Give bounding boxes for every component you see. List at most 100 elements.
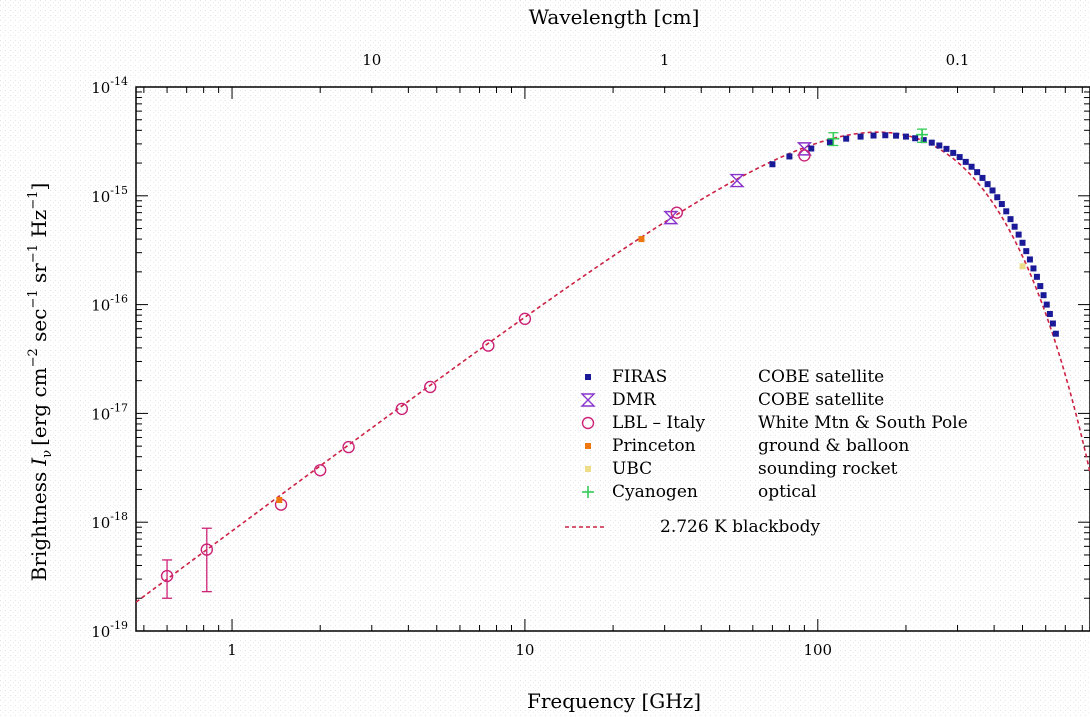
- firas-point: [1019, 239, 1026, 246]
- firas-point: [956, 154, 963, 161]
- cyanogen-point: [916, 128, 929, 141]
- firas-point-shape: [826, 139, 833, 146]
- firas-point: [962, 158, 969, 165]
- y-tick-label: 10-17: [91, 401, 128, 423]
- lbl-italy-point: [395, 402, 409, 416]
- firas-point-shape: [808, 145, 815, 152]
- firas-point: [1043, 301, 1050, 308]
- lbl-italy-point-shape: [160, 569, 174, 583]
- firas-point: [769, 161, 776, 168]
- x-tick-label: 100: [803, 641, 832, 659]
- lbl-italy-point-shape: [482, 339, 495, 352]
- firas-point: [984, 181, 991, 188]
- firas-point: [943, 145, 950, 152]
- firas-point-shape: [1037, 283, 1044, 290]
- lbl-italy-point: [314, 464, 327, 477]
- firas-point-shape: [843, 135, 850, 142]
- legend-label-blackbody: 2.726 K blackbody: [660, 517, 820, 537]
- firas-point: [843, 135, 850, 142]
- firas-point-shape: [1023, 248, 1030, 255]
- lbl-italy-point: [200, 543, 213, 556]
- ubc-point: [1019, 263, 1026, 270]
- firas-point: [1026, 256, 1033, 263]
- firas-point: [994, 194, 1001, 201]
- lbl-italy-point-shape: [424, 380, 437, 394]
- firas-point: [1023, 248, 1030, 255]
- y-title-subscript: ν: [40, 450, 55, 458]
- princeton-point: [638, 236, 645, 243]
- lbl-italy-point-shape: [518, 312, 532, 326]
- lbl-italy-point-shape: [798, 149, 811, 162]
- firas-point-shape: [950, 149, 957, 156]
- firas-point: [870, 132, 877, 139]
- firas-point-shape: [1011, 223, 1018, 230]
- firas-point: [1049, 320, 1056, 327]
- y-title-sup4: −1: [26, 190, 41, 209]
- firas-point-shape: [870, 132, 877, 139]
- firas-point-shape: [943, 145, 950, 152]
- top-tick-label: 10: [362, 51, 381, 69]
- princeton-point: [276, 496, 283, 503]
- y-title-sup3: −1: [26, 244, 41, 263]
- y-axis-title: BrightnessIν[erg cm−2 sec−1 sr−1 Hz−1]: [26, 183, 55, 582]
- firas-point: [974, 169, 981, 176]
- firas-point-shape: [1015, 231, 1022, 238]
- legend-marker-firas-shape: [585, 374, 591, 380]
- firas-point-shape: [1049, 320, 1056, 327]
- legend-label-cyanogen: Cyanogen: [612, 482, 698, 502]
- firas-point-shape: [786, 153, 793, 160]
- legend-source-dmr: COBE satellite: [758, 390, 884, 410]
- firas-point-shape: [994, 194, 1001, 201]
- firas-point: [998, 201, 1005, 208]
- lbl-italy-point: [670, 206, 683, 219]
- legend-marker-lbl-italy: [581, 416, 595, 430]
- y-tick-label: 10-16: [91, 293, 128, 315]
- firas-point-shape: [857, 133, 864, 140]
- legend-label-lbl-italy: LBL – Italy: [612, 413, 705, 433]
- firas-point-shape: [1030, 265, 1037, 272]
- lbl-italy-point-shape: [395, 402, 409, 416]
- legend-source-princeton: ground & balloon: [758, 436, 909, 456]
- legend-marker-ubc: [585, 466, 591, 472]
- firas-point-shape: [1040, 292, 1047, 299]
- firas-point: [902, 133, 909, 140]
- firas-point-shape: [989, 187, 996, 194]
- firas-point: [893, 132, 900, 139]
- y-title-mid2: sr: [27, 263, 51, 290]
- axis-ticks: [136, 87, 1090, 632]
- legend-label-firas: FIRAS: [612, 367, 667, 387]
- firas-point-shape: [1043, 301, 1050, 308]
- firas-point-shape: [968, 163, 975, 170]
- legend-marker-cyanogen: [582, 486, 594, 498]
- lbl-italy-point-shape: [200, 543, 213, 556]
- firas-point: [1052, 330, 1059, 337]
- firas-point: [1007, 216, 1014, 223]
- princeton-point-shape: [276, 496, 283, 503]
- firas-point: [928, 139, 935, 146]
- firas-point: [1046, 310, 1053, 317]
- y-tick-label: 10-15: [91, 184, 128, 206]
- firas-point: [936, 142, 943, 149]
- x-axis-title: Frequency [GHz]: [527, 689, 701, 713]
- y-title-mid3: Hz: [27, 210, 51, 244]
- ubc-point-shape: [1019, 263, 1026, 270]
- dmr-point: [729, 173, 745, 188]
- lbl-italy-point: [798, 149, 811, 162]
- firas-point: [912, 135, 919, 142]
- y-tick-label: 10-18: [91, 510, 128, 532]
- legend-label-ubc: UBC: [612, 459, 652, 479]
- legend-marker-lbl-italy-shape: [581, 416, 595, 430]
- firas-point-shape: [984, 181, 991, 188]
- legend-marker-firas: [585, 374, 591, 380]
- firas-point: [1015, 231, 1022, 238]
- firas-point-shape: [920, 137, 927, 144]
- princeton-point-shape: [638, 236, 645, 243]
- firas-point: [950, 149, 957, 156]
- firas-point: [1037, 283, 1044, 290]
- firas-point: [979, 174, 986, 181]
- cyanogen-point: [827, 132, 840, 145]
- lbl-italy-point-shape: [314, 464, 327, 477]
- lbl-italy-point: [482, 339, 495, 352]
- firas-point-shape: [1007, 216, 1014, 223]
